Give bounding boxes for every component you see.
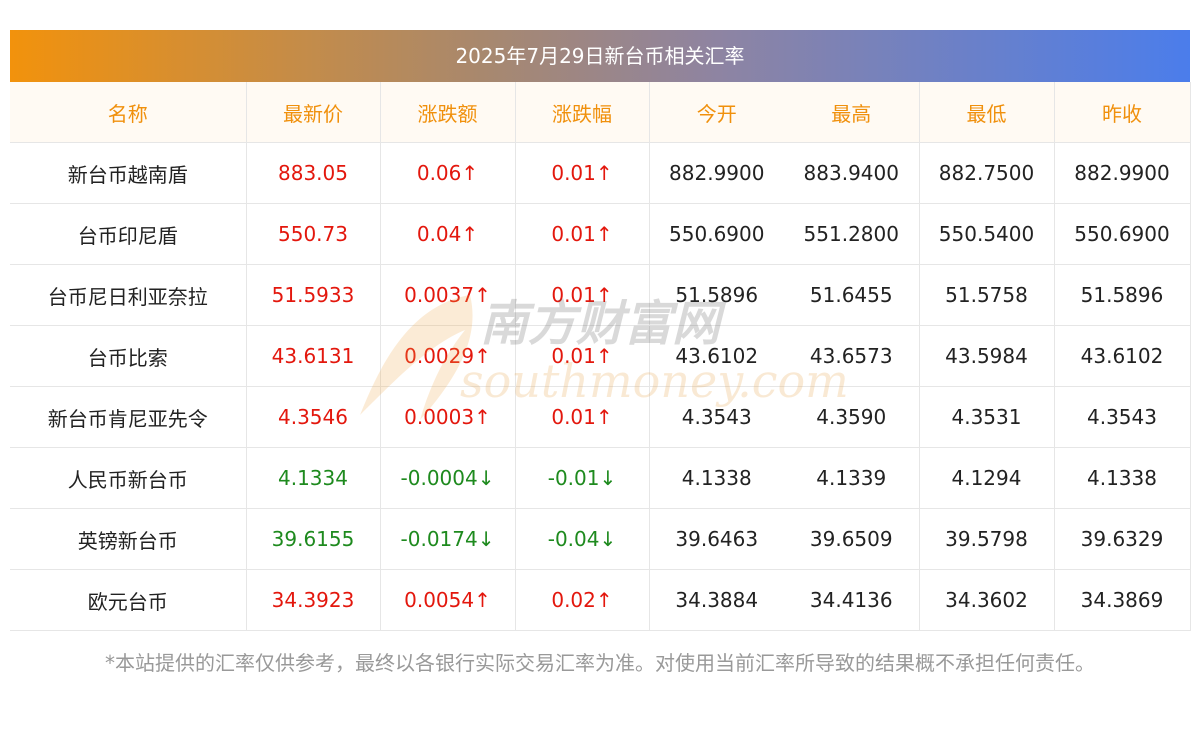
cell-change-pct: -0.01↓ [515,447,650,509]
table-row: 台币印尼盾 550.73 0.04↑ 0.01↑ 550.6900 551.2800 550… [10,203,1191,265]
cell-name: 台币比索 [10,325,247,387]
cell-latest: 883.05 [246,142,381,204]
cell-prev-close: 4.3543 [1054,386,1191,448]
cell-high: 551.2800 [784,203,920,265]
table-row: 台币比索 43.6131 0.0029↑ 0.01↑ 43.6102 43.6573 43.… [10,325,1191,387]
cell-prev-close: 882.9900 [1054,142,1191,204]
cell-high: 883.9400 [784,142,920,204]
cell-change-pct: 0.01↑ [515,142,650,204]
cell-change-pct: 0.01↑ [515,325,650,387]
cell-high: 39.6509 [784,508,920,570]
exchange-rate-table: 名称 最新价 涨跌额 涨跌幅 今开 最高 最低 昨收 新台币越南盾 883.05 0… [10,82,1191,631]
cell-change-pct: 0.02↑ [515,569,650,631]
cell-low: 43.5984 [919,325,1055,387]
cell-open: 4.3543 [649,386,784,448]
cell-open: 550.6900 [649,203,784,265]
cell-high: 4.3590 [784,386,920,448]
cell-change: 0.0029↑ [380,325,516,387]
cell-high: 4.1339 [784,447,920,509]
cell-low: 39.5798 [919,508,1055,570]
cell-change-pct: 0.01↑ [515,386,650,448]
cell-latest: 4.1334 [246,447,381,509]
header-name: 名称 [10,82,247,143]
table-row: 欧元台币 34.3923 0.0054↑ 0.02↑ 34.3884 34.4136 34.… [10,569,1191,631]
cell-name: 人民币新台币 [10,447,247,509]
cell-open: 34.3884 [649,569,784,631]
cell-change: 0.0037↑ [380,264,516,326]
cell-low: 34.3602 [919,569,1055,631]
cell-change-pct: 0.01↑ [515,203,650,265]
cell-name: 英镑新台币 [10,508,247,570]
cell-name: 新台币越南盾 [10,142,247,204]
cell-latest: 4.3546 [246,386,381,448]
cell-open: 4.1338 [649,447,784,509]
cell-change-pct: -0.04↓ [515,508,650,570]
cell-name: 台币尼日利亚奈拉 [10,264,247,326]
cell-low: 4.3531 [919,386,1055,448]
cell-change: 0.0003↑ [380,386,516,448]
cell-high: 34.4136 [784,569,920,631]
table-row: 人民币新台币 4.1334 -0.0004↓ -0.01↓ 4.1338 4.1339 4.… [10,447,1191,509]
cell-open: 51.5896 [649,264,784,326]
table-row: 新台币肯尼亚先令 4.3546 0.0003↑ 0.01↑ 4.3543 4.3590 4.… [10,386,1191,448]
cell-name: 欧元台币 [10,569,247,631]
cell-low: 882.7500 [919,142,1055,204]
header-prev-close: 昨收 [1054,82,1191,143]
cell-low: 4.1294 [919,447,1055,509]
header-change: 涨跌额 [380,82,516,143]
cell-latest: 34.3923 [246,569,381,631]
cell-low: 550.5400 [919,203,1055,265]
disclaimer-text: *本站提供的汇率仅供参考，最终以各银行实际交易汇率为准。对使用当前汇率所导致的结… [105,651,1095,675]
table-header-row: 名称 最新价 涨跌额 涨跌幅 今开 最高 最低 昨收 [10,82,1191,143]
header-high: 最高 [784,82,920,143]
cell-open: 882.9900 [649,142,784,204]
header-latest: 最新价 [246,82,381,143]
cell-prev-close: 550.6900 [1054,203,1191,265]
cell-latest: 43.6131 [246,325,381,387]
header-low: 最低 [919,82,1055,143]
header-change-pct: 涨跌幅 [515,82,650,143]
header-open: 今开 [649,82,784,143]
cell-change: 0.0054↑ [380,569,516,631]
cell-prev-close: 39.6329 [1054,508,1191,570]
cell-latest: 51.5933 [246,264,381,326]
cell-change-pct: 0.01↑ [515,264,650,326]
cell-change: -0.0174↓ [380,508,516,570]
table-row: 台币尼日利亚奈拉 51.5933 0.0037↑ 0.01↑ 51.5896 51.645… [10,264,1191,326]
cell-high: 43.6573 [784,325,920,387]
cell-open: 43.6102 [649,325,784,387]
cell-change: 0.04↑ [380,203,516,265]
cell-latest: 550.73 [246,203,381,265]
cell-high: 51.6455 [784,264,920,326]
cell-prev-close: 51.5896 [1054,264,1191,326]
table-row: 新台币越南盾 883.05 0.06↑ 0.01↑ 882.9900 883.9400 88… [10,142,1191,204]
cell-change: 0.06↑ [380,142,516,204]
cell-prev-close: 43.6102 [1054,325,1191,387]
table-row: 英镑新台币 39.6155 -0.0174↓ -0.04↓ 39.6463 39.6509… [10,508,1191,570]
cell-latest: 39.6155 [246,508,381,570]
cell-open: 39.6463 [649,508,784,570]
cell-name: 台币印尼盾 [10,203,247,265]
exchange-rate-card: 2025年7月29日新台币相关汇率 名称 最新价 涨跌额 涨跌幅 今开 最高 最… [10,30,1191,631]
cell-change: -0.0004↓ [380,447,516,509]
cell-name: 新台币肯尼亚先令 [10,386,247,448]
cell-low: 51.5758 [919,264,1055,326]
table-title: 2025年7月29日新台币相关汇率 [10,30,1190,82]
cell-prev-close: 34.3869 [1054,569,1191,631]
cell-prev-close: 4.1338 [1054,447,1191,509]
table-body: 新台币越南盾 883.05 0.06↑ 0.01↑ 882.9900 883.9400 88… [10,142,1191,631]
